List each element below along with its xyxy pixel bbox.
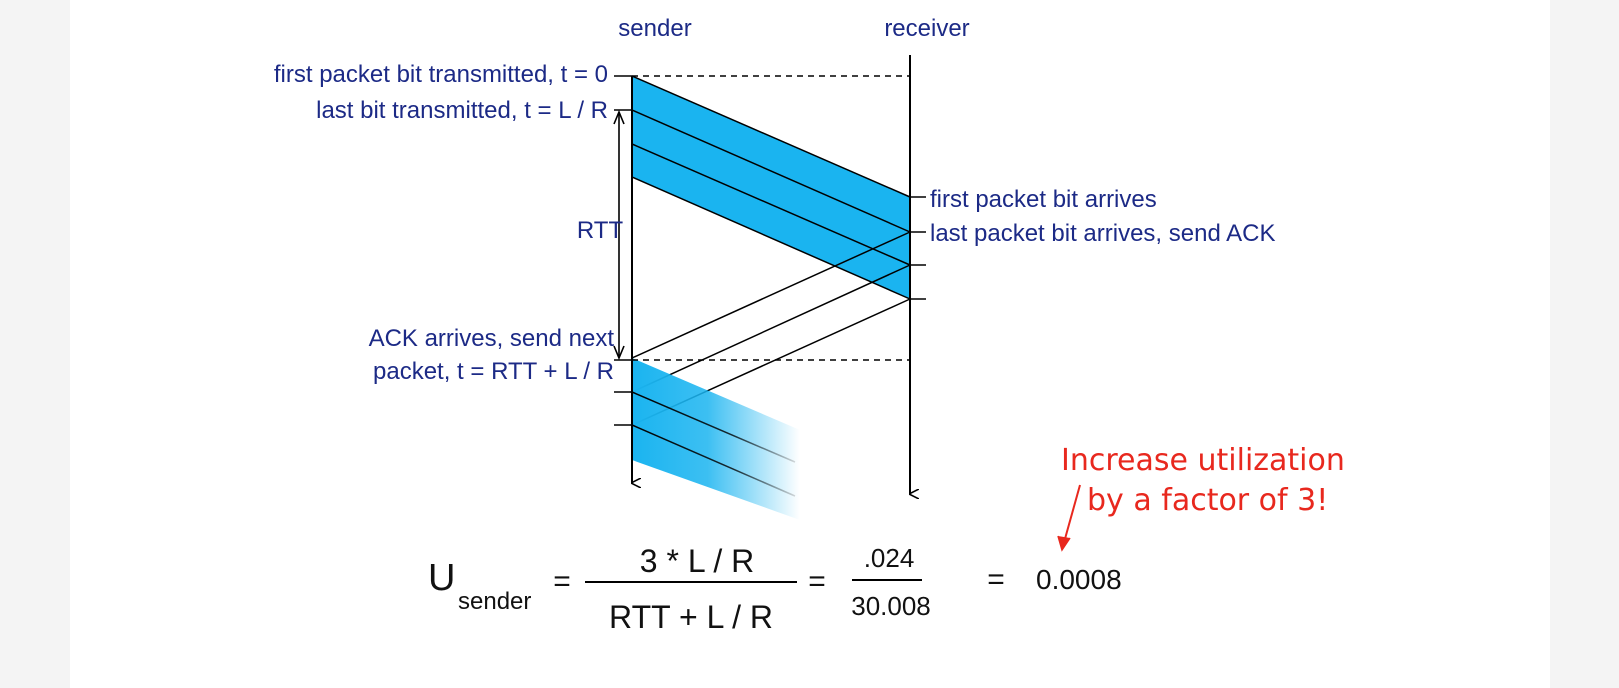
next-packet-band bbox=[632, 425, 800, 520]
packet-edge bbox=[631, 143, 911, 266]
annotation-arrowhead bbox=[1057, 535, 1071, 552]
label-last-bit-transmitted: last bit transmitted, t = L / R bbox=[316, 97, 608, 124]
label-last-bit-arrives: last packet bit arrives, send ACK bbox=[930, 220, 1276, 247]
label-rtt: RTT bbox=[577, 217, 624, 244]
formula-equals-1: = bbox=[553, 565, 571, 598]
label-first-bit-arrives: first packet bit arrives bbox=[930, 186, 1157, 213]
packet-edge bbox=[631, 109, 911, 233]
receiver-header: receiver bbox=[884, 15, 969, 42]
annotation-line-2: by a factor of 3! bbox=[1087, 483, 1328, 518]
annotation-line-1: Increase utilization bbox=[1061, 443, 1345, 478]
label-first-bit-transmitted: first packet bit transmitted, t = 0 bbox=[274, 61, 608, 88]
next-packet-edge bbox=[631, 424, 796, 497]
ack-line bbox=[631, 231, 911, 359]
formula-denominator-2: 30.008 bbox=[851, 591, 931, 621]
formula-result: 0.0008 bbox=[1036, 564, 1122, 595]
rtt-arrowhead-top bbox=[613, 109, 625, 125]
rtt-arrowhead-bottom bbox=[613, 345, 625, 361]
formula-numerator: 3 * L / R bbox=[640, 543, 754, 579]
formula-numerator-2: .024 bbox=[864, 543, 915, 573]
ack-line bbox=[631, 264, 911, 393]
formula-equals-3: = bbox=[987, 563, 1005, 596]
packet-edge bbox=[631, 176, 911, 300]
formula-equals-2: = bbox=[808, 565, 826, 598]
formula-u: U bbox=[428, 557, 455, 599]
packet-edge bbox=[631, 75, 911, 198]
formula-u-subscript: sender bbox=[458, 588, 531, 615]
packet-band bbox=[632, 76, 910, 299]
sender-header: sender bbox=[618, 15, 691, 42]
label-next-packet-time: packet, t = RTT + L / R bbox=[373, 358, 614, 385]
formula-denominator: RTT + L / R bbox=[609, 599, 773, 635]
next-packet-edge bbox=[631, 391, 796, 463]
label-ack-arrives: ACK arrives, send next bbox=[369, 325, 615, 352]
annotation-arrow bbox=[1062, 484, 1081, 547]
